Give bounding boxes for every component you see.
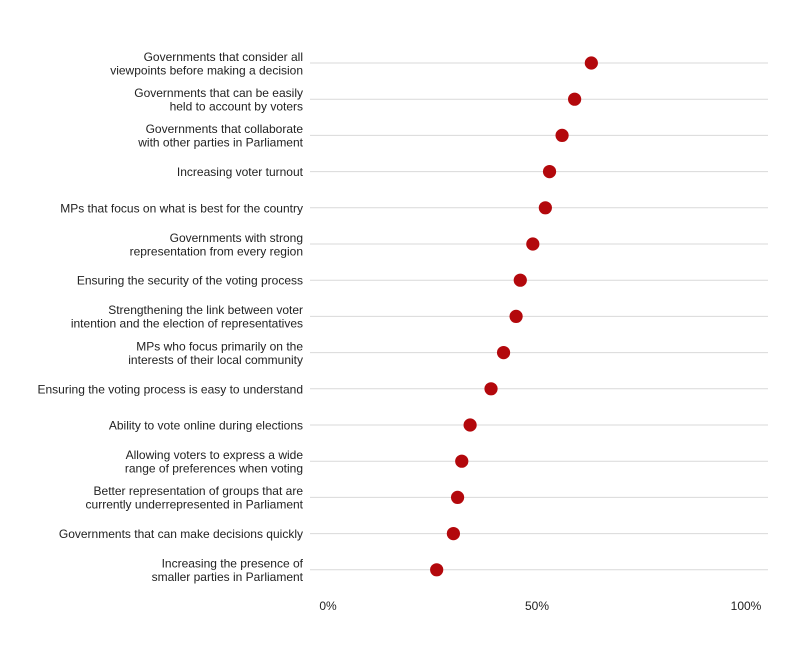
- category-label: Ability to vote online during elections: [109, 419, 303, 433]
- category-label: Governments that consider all viewpoints …: [110, 50, 303, 78]
- category-label: Increasing voter turnout: [177, 165, 304, 179]
- data-point: [450, 490, 465, 504]
- data-point: [568, 92, 582, 106]
- x-tick-label: 0%: [319, 599, 337, 613]
- category-label: Increasing the presence of smaller partie…: [152, 557, 304, 585]
- data-point: [526, 237, 540, 251]
- category-label: Governments that can be easily held to ac…: [134, 86, 303, 114]
- data-point: [484, 382, 498, 396]
- gridlines: [310, 62, 768, 571]
- data-point: [455, 454, 469, 468]
- x-tick-label: 100%: [731, 599, 762, 613]
- category-label: Strengthening the link between voter inte…: [71, 303, 303, 331]
- category-labels: Governments that consider all viewpoints …: [38, 50, 304, 584]
- category-label: Better representation of groups that are…: [86, 484, 304, 512]
- data-points: [430, 56, 598, 577]
- data-point: [555, 128, 569, 142]
- data-point: [538, 201, 552, 215]
- data-point: [509, 309, 523, 323]
- data-point: [513, 273, 527, 287]
- data-point: [463, 418, 477, 432]
- category-label: MPs who focus primarily on the interests …: [128, 339, 303, 367]
- category-label: MPs that focus on what is best for the c…: [60, 201, 303, 215]
- data-point: [430, 563, 444, 577]
- x-tick-label: 50%: [525, 599, 549, 613]
- category-label: Allowing voters to express a wide range o…: [125, 448, 303, 476]
- category-label: Governments that can make decisions quic…: [59, 527, 303, 541]
- category-label: Ensuring the voting process is easy to u…: [38, 382, 304, 396]
- data-point: [542, 165, 557, 179]
- data-point: [496, 346, 511, 360]
- category-label: Governments that collaborate with other p…: [137, 122, 303, 150]
- category-label: Ensuring the security of the voting proc…: [77, 274, 303, 288]
- category-label: Governments with strong representation fr…: [130, 231, 303, 259]
- data-point: [446, 527, 460, 541]
- data-point: [584, 56, 598, 70]
- x-axis-ticks: 0% 50% 100%: [319, 599, 761, 613]
